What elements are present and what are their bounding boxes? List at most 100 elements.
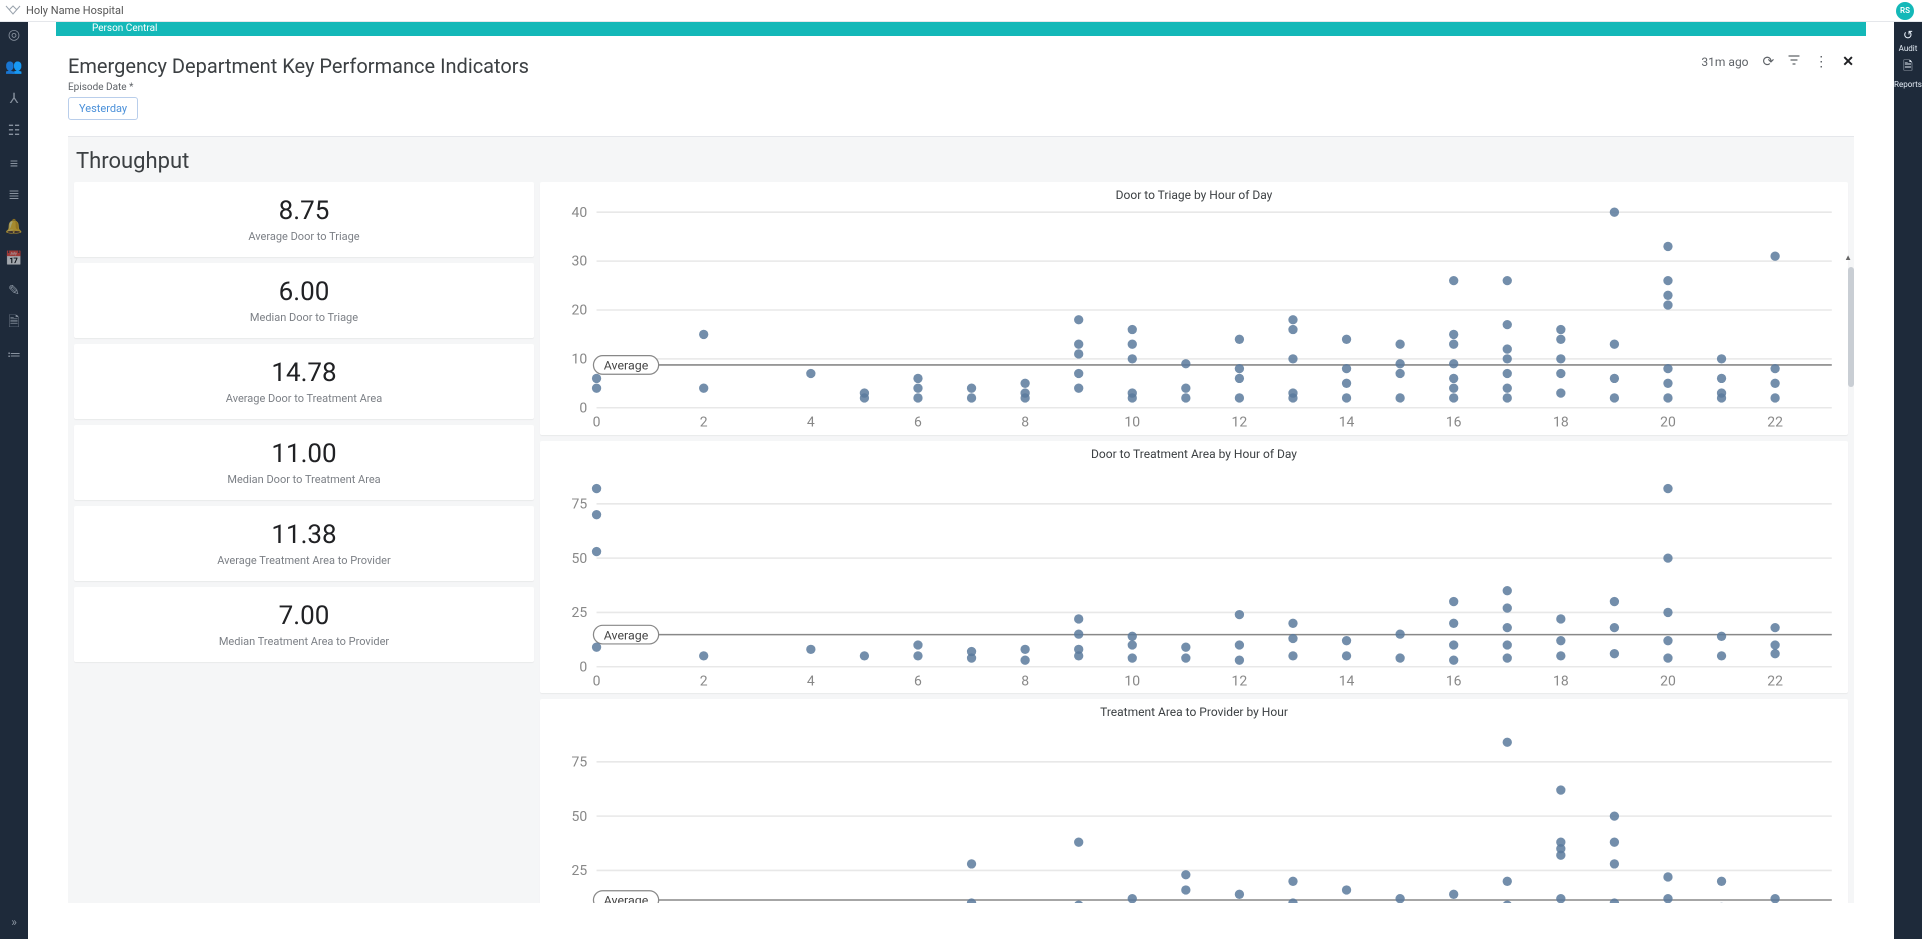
kpi-value: 6.00 <box>279 277 330 307</box>
svg-text:20: 20 <box>1660 673 1676 689</box>
dashboard-icon[interactable]: ◎ <box>5 26 23 44</box>
kpi-value: 11.00 <box>271 439 336 469</box>
filter-chip-episode-date[interactable]: Yesterday <box>68 97 138 120</box>
app-logo-icon <box>0 2 26 20</box>
svg-text:4: 4 <box>807 414 815 430</box>
svg-text:8: 8 <box>1021 414 1029 430</box>
section-title: Throughput <box>68 145 1854 182</box>
svg-text:10: 10 <box>1124 414 1140 430</box>
svg-text:40: 40 <box>572 206 588 221</box>
svg-text:75: 75 <box>572 755 588 771</box>
chart-title: Door to Triage by Hour of Day <box>550 188 1838 202</box>
kpi-label: Median Door to Treatment Area <box>227 473 380 486</box>
org-name: Holy Name Hospital <box>26 4 124 17</box>
report-body: ▲ Throughput 8.75Average Door to Triage6… <box>68 136 1854 903</box>
svg-text:16: 16 <box>1446 414 1462 430</box>
svg-text:10: 10 <box>1124 673 1140 689</box>
svg-text:75: 75 <box>572 496 588 512</box>
svg-text:25: 25 <box>572 605 588 621</box>
chart-card: Door to Treatment Area by Hour of Day025… <box>540 441 1848 694</box>
expand-nav-icon[interactable]: » <box>5 913 23 931</box>
chart-card: Treatment Area to Provider by Hour025507… <box>540 699 1848 903</box>
svg-text:4: 4 <box>807 673 815 689</box>
report-title: Emergency Department Key Performance Ind… <box>68 54 529 78</box>
kpi-value: 7.00 <box>279 601 330 631</box>
close-icon[interactable]: ✕ <box>1842 54 1854 70</box>
svg-text:12: 12 <box>1232 673 1248 689</box>
svg-text:0: 0 <box>593 414 601 430</box>
user-avatar[interactable]: RS <box>1896 2 1914 20</box>
filter-label: Episode Date * <box>68 82 529 93</box>
svg-text:12: 12 <box>1232 414 1248 430</box>
calendar-icon[interactable]: 📅 <box>5 250 23 268</box>
org-icon[interactable]: ⅄ <box>5 90 23 108</box>
svg-text:Average: Average <box>604 359 649 374</box>
svg-text:6: 6 <box>914 414 922 430</box>
kpi-label: Average Door to Treatment Area <box>226 392 382 405</box>
svg-text:8: 8 <box>1021 673 1029 689</box>
kpi-card: 7.00 Median Treatment Area to Provider <box>74 587 534 662</box>
reports-item-label: Reports <box>1894 80 1922 89</box>
kpi-card: 11.00 Median Door to Treatment Area <box>74 425 534 500</box>
reports-item[interactable]: 🗎 Reports <box>1894 57 1922 89</box>
edit-icon[interactable]: ✎ <box>5 282 23 300</box>
svg-text:2: 2 <box>700 414 708 430</box>
kpi-column: 8.75Average Door to Triage 6.00 Median Doo… <box>74 182 534 903</box>
context-bar: Person Central <box>56 22 1866 36</box>
kpi-value: 14.78 <box>271 358 336 388</box>
list1-icon[interactable]: ≡ <box>5 154 23 172</box>
list2-icon[interactable]: ≣ <box>5 186 23 204</box>
filter-icon[interactable] <box>1788 54 1800 70</box>
topbar: Holy Name Hospital RS <box>0 0 1922 22</box>
chart-card: Door to Triage by Hour of Day01020304002… <box>540 182 1848 435</box>
note-icon[interactable]: 🗎 <box>5 314 23 332</box>
scatter-chart: 02550750246810121416182022Average <box>550 723 1838 903</box>
people-icon[interactable]: 👥 <box>5 58 23 76</box>
kpi-card: 14.78 Average Door to Treatment Area <box>74 344 534 419</box>
scroll-up-arrow-icon[interactable]: ▲ <box>1844 253 1852 262</box>
svg-text:30: 30 <box>572 254 588 270</box>
audit-item-label: Audit <box>1899 44 1918 53</box>
report-tools: 31m ago ⟳ ⋮ ✕ <box>1701 54 1854 70</box>
left-nav: ◎ 👥 ⅄ ☷ ≡ ≣ 🔔 📅 ✎ 🗎 ≔ » <box>0 22 28 939</box>
svg-text:Average: Average <box>604 894 649 903</box>
kpi-card: 6.00 Median Door to Triage <box>74 263 534 338</box>
svg-text:2: 2 <box>700 673 708 689</box>
svg-text:0: 0 <box>593 673 601 689</box>
bell-icon[interactable]: 🔔 <box>5 218 23 236</box>
svg-text:6: 6 <box>914 673 922 689</box>
kpi-label: Median Treatment Area to Provider <box>219 635 389 648</box>
svg-text:18: 18 <box>1553 414 1569 430</box>
more-icon[interactable]: ⋮ <box>1814 54 1828 70</box>
svg-text:18: 18 <box>1553 673 1569 689</box>
kpi-label: Average Door to Triage <box>248 230 359 243</box>
report-wrap: Emergency Department Key Performance Ind… <box>28 36 1894 939</box>
svg-text:50: 50 <box>572 550 588 566</box>
group-icon[interactable]: ☷ <box>5 122 23 140</box>
kpi-card: 11.38Average Treatment Area to Provider <box>74 506 534 581</box>
chart-title: Treatment Area to Provider by Hour <box>550 705 1838 719</box>
svg-text:20: 20 <box>1660 414 1676 430</box>
scatter-chart: 0102030400246810121416182022Average <box>550 206 1838 433</box>
list3-icon[interactable]: ≔ <box>5 346 23 364</box>
context-bar-label: Person Central <box>92 23 157 34</box>
refresh-icon[interactable]: ⟳ <box>1763 54 1775 70</box>
svg-text:16: 16 <box>1446 673 1462 689</box>
chart-title: Door to Treatment Area by Hour of Day <box>550 447 1838 461</box>
right-nav: ↺ Audit 🗎 Reports <box>1894 22 1922 939</box>
reports-item-icon: 🗎 <box>1903 57 1913 78</box>
svg-text:14: 14 <box>1339 673 1355 689</box>
audit-item[interactable]: ↺ Audit <box>1899 28 1918 53</box>
svg-text:25: 25 <box>572 863 588 879</box>
scrollbar-thumb[interactable] <box>1848 267 1854 387</box>
svg-text:22: 22 <box>1767 673 1783 689</box>
chart-column: Door to Triage by Hour of Day 0 10 20 30 40 0 2… <box>540 182 1848 903</box>
kpi-label: Median Door to Triage <box>250 311 358 324</box>
svg-text:50: 50 <box>572 809 588 825</box>
main-area: Person Central Emergency Department Key … <box>28 22 1894 939</box>
svg-text:14: 14 <box>1339 414 1355 430</box>
audit-item-icon: ↺ <box>1903 28 1913 42</box>
kpi-label: Average Treatment Area to Provider <box>217 554 390 567</box>
svg-text:20: 20 <box>572 303 588 319</box>
kpi-card: 8.75Average Door to Triage <box>74 182 534 257</box>
